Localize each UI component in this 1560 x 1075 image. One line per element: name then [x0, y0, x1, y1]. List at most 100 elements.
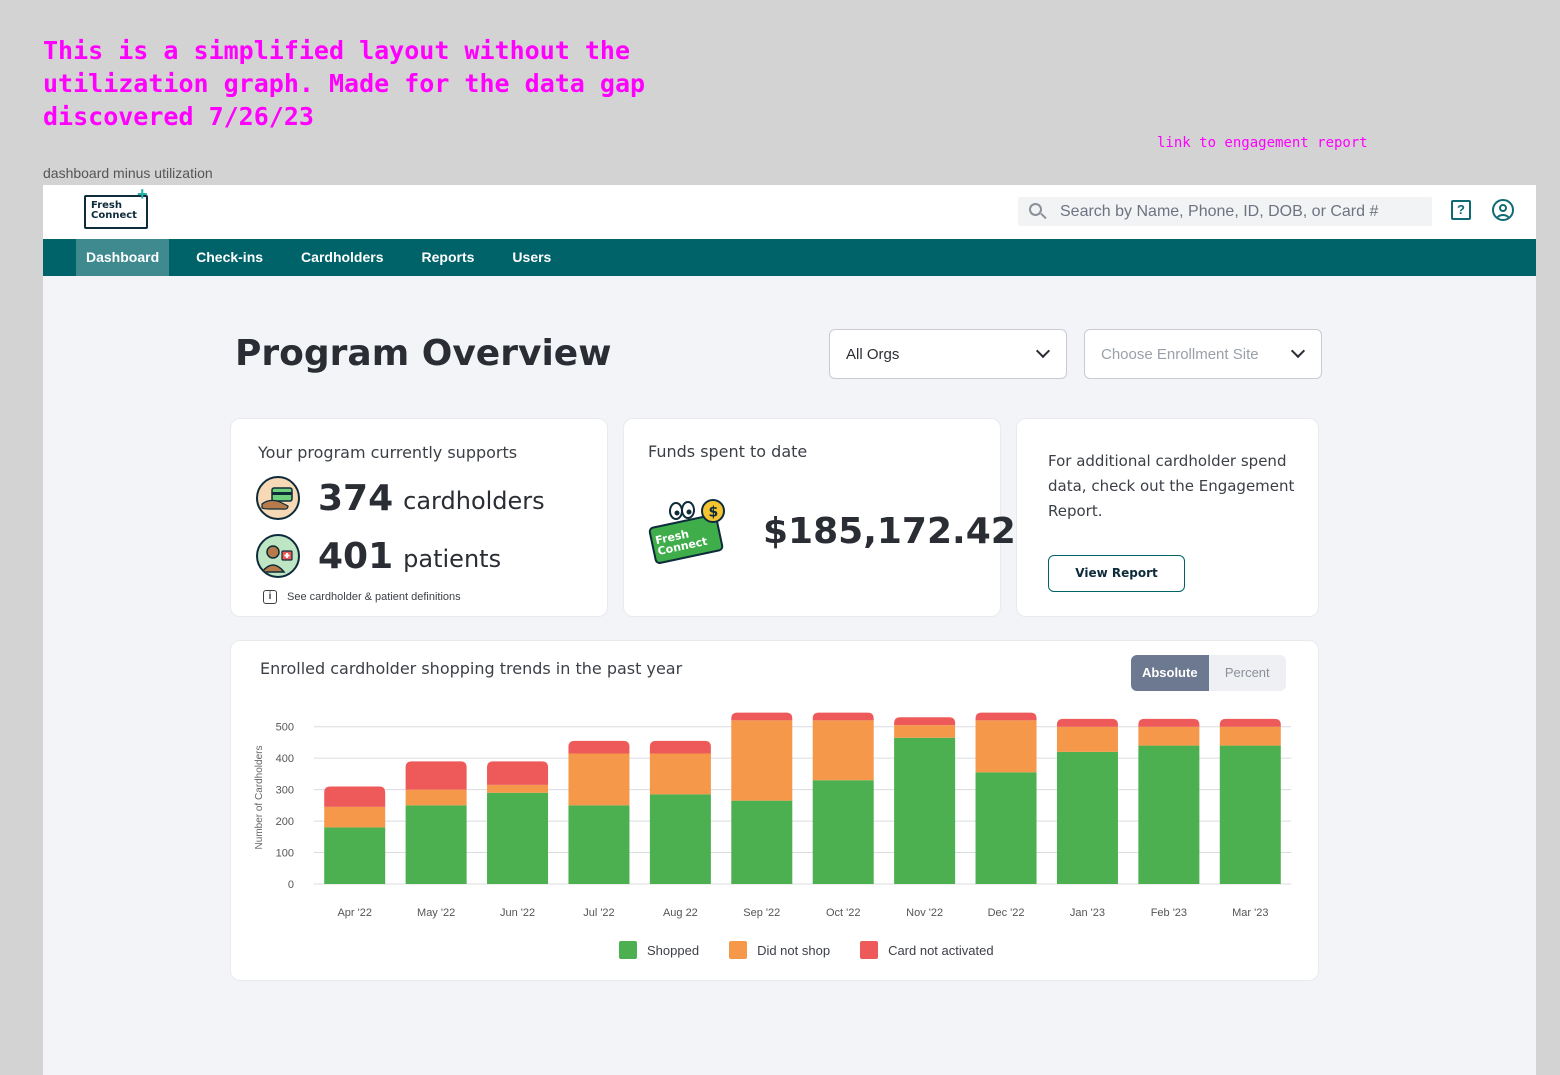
design-note: This is a simplified layout without the …	[43, 36, 646, 131]
x-tick-label: Dec '22	[988, 907, 1025, 919]
dashboard-frame: Fresh Connect + ? Dashboard Check-ins Ca…	[43, 185, 1536, 1075]
legend-item-shopped: Shopped	[619, 941, 699, 959]
x-tick-label: Oct '22	[826, 907, 861, 919]
bar-segment-card-not-activated	[405, 761, 467, 790]
funds-spent-card: Funds spent to date $ Fresh Connect $185…	[623, 418, 1016, 617]
y-tick-label: 200	[276, 816, 294, 828]
nav-item-cardholders[interactable]: Cardholders	[301, 249, 384, 265]
legend-label-did-not-shop: Did not shop	[757, 942, 831, 958]
definitions-link-label: See cardholder & patient definitions	[287, 591, 461, 603]
bar-segment-did-not-shop	[324, 806, 386, 828]
x-tick-label: Mar '23	[1232, 907, 1268, 919]
toggle-absolute[interactable]: Absolute	[1131, 655, 1209, 691]
bar-segment-shopped	[487, 792, 549, 884]
bar-segment-did-not-shop	[812, 720, 874, 781]
bar-segment-did-not-shop	[568, 753, 630, 806]
help-icon[interactable]: ?	[1451, 200, 1471, 220]
bar-segment-card-not-activated	[731, 712, 793, 721]
bar-segment-shopped	[1219, 745, 1281, 884]
org-select[interactable]: All Orgs	[829, 329, 1067, 379]
nav-item-dashboard[interactable]: Dashboard	[76, 239, 170, 276]
bar-segment-card-not-activated	[1138, 718, 1200, 727]
legend-swatch-shopped	[619, 941, 637, 959]
patients-stat: 401 patients	[256, 534, 501, 578]
enrollment-site-placeholder: Choose Enrollment Site	[1101, 345, 1259, 363]
bar-segment-card-not-activated	[324, 786, 386, 807]
chevron-down-icon	[1035, 343, 1051, 359]
bar-segment-card-not-activated	[1056, 718, 1118, 727]
program-support-card: Your program currently supports 374 card…	[230, 418, 608, 617]
bar-segment-did-not-shop	[894, 725, 956, 738]
x-tick-label: Feb '23	[1151, 907, 1187, 919]
bar-segment-card-not-activated	[487, 761, 549, 785]
bar-segment-shopped	[405, 805, 467, 884]
fresh-connect-badge-icon: $ Fresh Connect	[646, 497, 732, 567]
bar-segment-card-not-activated	[812, 712, 874, 721]
bar-segment-shopped	[731, 800, 793, 884]
legend-label-shopped: Shopped	[647, 942, 700, 958]
report-card-text: For additional cardholder spend data, ch…	[1048, 452, 1295, 520]
info-icon: i	[263, 590, 277, 604]
patients-label: patients	[403, 545, 502, 573]
fresh-connect-logo[interactable]: Fresh Connect	[84, 195, 148, 229]
enrollment-site-select[interactable]: Choose Enrollment Site	[1084, 329, 1322, 379]
bar-segment-did-not-shop	[649, 753, 711, 795]
bar-segment-did-not-shop	[405, 789, 467, 806]
shopping-trends-card: Enrolled cardholder shopping trends in t…	[230, 640, 1319, 981]
y-tick-label: 300	[276, 785, 294, 797]
stacked-bar-chart: 0 100 200 300 400 500 Number of Cardholders Apr…	[254, 712, 1291, 919]
view-report-button[interactable]: View Report	[1048, 555, 1185, 592]
nav-item-reports[interactable]: Reports	[421, 249, 475, 265]
funds-card-heading: Funds spent to date	[648, 442, 808, 461]
frame-label: dashboard minus utilization	[43, 165, 213, 181]
x-tick-label: Jun '22	[500, 907, 535, 919]
engagement-report-card: For additional cardholder spend data, ch…	[1016, 418, 1319, 617]
bar-segment-card-not-activated	[894, 717, 956, 726]
legend-item-did-not-shop: Did not shop	[729, 941, 830, 959]
legend-label-card-not-activated: Card not activated	[888, 942, 994, 958]
bar-segment-shopped	[324, 827, 386, 884]
link-note[interactable]: link to engagement report	[1157, 135, 1368, 151]
cardholder-card-icon	[256, 476, 300, 520]
bar-segment-shopped	[812, 780, 874, 884]
y-tick-label: 0	[288, 879, 294, 891]
logo-line-1: Fresh	[91, 200, 122, 211]
y-tick-label: 500	[276, 722, 294, 734]
bar-segment-did-not-shop	[731, 720, 793, 801]
chevron-down-icon	[1290, 343, 1306, 359]
bar-segment-shopped	[649, 794, 711, 884]
nav-item-check-ins[interactable]: Check-ins	[196, 249, 264, 265]
user-account-icon[interactable]	[1492, 199, 1514, 221]
bar-segment-did-not-shop	[1138, 726, 1200, 746]
chart-title: Enrolled cardholder shopping trends in t…	[260, 659, 683, 678]
bar-segment-shopped	[1138, 745, 1200, 884]
cardholders-label: cardholders	[403, 487, 545, 515]
cardholders-count: 374	[318, 477, 394, 519]
absolute-percent-toggle[interactable]: Absolute Percent	[1131, 655, 1286, 691]
chart-legend: Shopped Did not shop Card not activated	[619, 941, 1024, 959]
search-bar[interactable]	[1018, 197, 1432, 226]
cardholders-stat: 374 cardholders	[256, 476, 545, 520]
org-select-value: All Orgs	[846, 345, 900, 363]
bar-segment-did-not-shop	[1056, 726, 1118, 752]
legend-swatch-card-not-activated	[860, 941, 879, 959]
logo-plus-icon: +	[137, 185, 148, 204]
bar-segment-card-not-activated	[975, 712, 1037, 721]
toggle-percent[interactable]: Percent	[1224, 665, 1270, 680]
search-icon	[1028, 202, 1048, 222]
bar-segment-shopped	[568, 805, 630, 884]
search-input[interactable]	[1060, 202, 1420, 221]
x-tick-label: Apr '22	[337, 907, 372, 919]
logo-line-2: Connect	[91, 210, 137, 221]
main-nav: Dashboard Check-ins Cardholders Reports …	[43, 239, 1536, 276]
x-tick-label: Jan '23	[1070, 907, 1105, 919]
bar-segment-card-not-activated	[1219, 718, 1281, 727]
svg-text:$: $	[709, 505, 719, 521]
x-tick-label: Sep '22	[743, 907, 780, 919]
support-card-heading: Your program currently supports	[258, 443, 518, 462]
bar-segment-shopped	[975, 772, 1037, 884]
definitions-link[interactable]: i See cardholder & patient definitions	[263, 590, 461, 604]
nav-item-users[interactable]: Users	[512, 249, 552, 265]
bar-segment-shopped	[1056, 751, 1118, 884]
y-axis-label: Number of Cardholders	[254, 746, 265, 850]
